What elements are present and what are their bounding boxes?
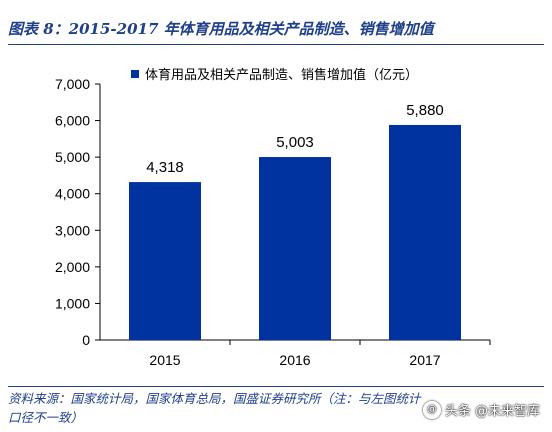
bar (259, 157, 331, 340)
y-tick-label: 2,000 (55, 259, 90, 275)
watermark: @ 头条 @未来智库 (422, 400, 540, 419)
bar (389, 124, 461, 341)
y-tick-label: 1,000 (55, 295, 90, 311)
legend-label: 体育用品及相关产品制造、销售增加值（亿元） (145, 67, 418, 83)
at-icon: @ (422, 400, 441, 419)
bar-data-label: 5,880 (406, 102, 444, 119)
x-tick-label: 2015 (149, 352, 180, 368)
x-tick-label: 2017 (409, 352, 440, 368)
source-note: 资料来源：国家统计局，国家体育总局，国盛证券研究所（注：与左图统计口径不一致） (8, 391, 421, 425)
legend-swatch (131, 70, 139, 78)
y-tick-label: 0 (82, 332, 90, 348)
source-divider (8, 386, 544, 387)
title-divider (8, 44, 544, 45)
y-tick-label: 6,000 (55, 113, 90, 129)
y-tick-label: 3,000 (55, 222, 90, 238)
figure-title: 图表 8：2015-2017 年体育用品及相关产品制造、销售增加值 (8, 20, 434, 38)
bar (129, 182, 201, 340)
y-tick-label: 4,000 (55, 186, 90, 202)
y-tick-label: 5,000 (55, 149, 90, 165)
y-tick-label: 7,000 (55, 76, 90, 92)
watermark-text: 头条 @未来智库 (444, 404, 540, 419)
bar-data-label: 4,318 (146, 159, 184, 176)
bar-data-label: 5,003 (276, 134, 314, 151)
x-tick-label: 2016 (279, 352, 310, 368)
